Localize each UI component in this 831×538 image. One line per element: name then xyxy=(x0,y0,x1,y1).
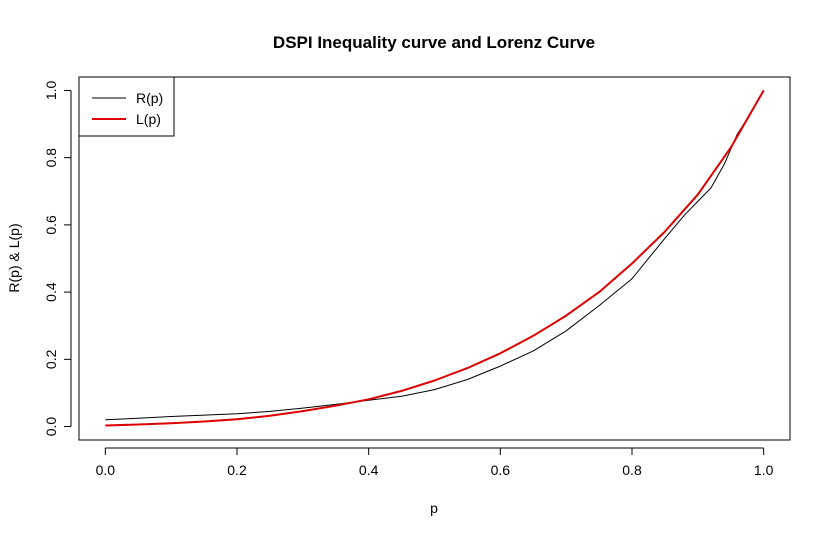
plot-frame xyxy=(78,76,791,441)
y-tick-label: 0.6 xyxy=(43,215,59,235)
x-axis: 0.0 0.2 0.4 0.6 0.8 1.0 xyxy=(96,447,774,478)
y-tick-label: 0.2 xyxy=(43,349,59,369)
y-axis-label: R(p) & L(p) xyxy=(6,223,22,292)
legend-label: R(p) xyxy=(136,90,163,106)
x-tick-label: 0.2 xyxy=(227,462,247,478)
y-tick-label: 0.0 xyxy=(43,417,59,437)
series-layer xyxy=(105,89,765,427)
y-tick-label: 0.4 xyxy=(43,282,59,302)
x-tick-label: 0.6 xyxy=(491,462,511,478)
y-tick-label: 1.0 xyxy=(43,81,59,101)
legend-box xyxy=(78,76,175,137)
x-tick-label: 1.0 xyxy=(754,462,774,478)
series-line-r xyxy=(105,90,765,421)
series-line-l xyxy=(105,89,765,427)
y-tick-label: 0.8 xyxy=(43,148,59,168)
x-tick-label: 0.8 xyxy=(622,462,642,478)
chart-title: DSPI Inequality curve and Lorenz Curve xyxy=(273,33,595,52)
legend-label: L(p) xyxy=(136,111,161,127)
x-axis-label: p xyxy=(430,500,438,516)
legend: R(p) L(p) xyxy=(78,76,175,137)
y-axis: 0.0 0.2 0.4 0.6 0.8 1.0 xyxy=(43,81,72,437)
x-tick-label: 0.4 xyxy=(359,462,379,478)
x-tick-label: 0.0 xyxy=(96,462,116,478)
